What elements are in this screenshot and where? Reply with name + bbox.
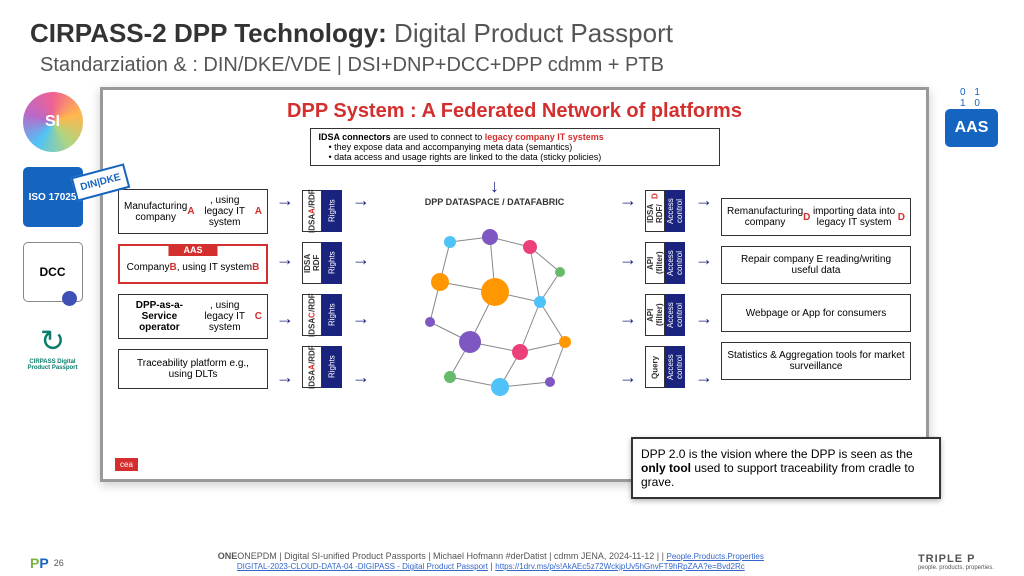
title-bold: CIRPASS-2 DPP Technology:	[30, 18, 387, 48]
connector: API (filter)Access control	[645, 294, 687, 336]
connector: API (filter)Access control	[645, 242, 687, 284]
right-box: Webpage or App for consumers	[721, 294, 911, 332]
connector: QueryAccess control	[645, 346, 687, 388]
cea-logo: cea	[115, 458, 138, 471]
main-title: CIRPASS-2 DPP Technology: Digital Produc…	[30, 18, 994, 49]
company-box: AASCompany B, using IT system B	[118, 244, 268, 284]
connector: IDSA RDFRights	[302, 242, 344, 284]
center-network: ↓ DPP DATASPACE / DATAFABRIC	[378, 176, 611, 402]
company-box: Manufacturing company A, using legacy IT…	[118, 189, 268, 234]
connector: IDSA A/RDFRights	[302, 190, 344, 232]
footer: PP 26 ONEONEPDM | Digital SI-unified Pro…	[0, 551, 1024, 571]
title-rest: Digital Product Passport	[387, 18, 673, 48]
subtitle: Standarziation & : DIN/DKE/VDE | DSI+DNP…	[40, 54, 994, 77]
aas-right-logo: 0 11 0 AAS	[939, 87, 1004, 482]
right-box: Statistics & Aggregation tools for marke…	[721, 342, 911, 380]
footer-link-digipass[interactable]: DIGITAL-2023-CLOUD-DATA-04 -DIGIPASS - D…	[237, 562, 488, 571]
main-diagram: DPP System : A Federated Network of plat…	[100, 87, 929, 482]
footer-link-ppp[interactable]: People.Products.Properties	[666, 552, 763, 561]
header: CIRPASS-2 DPP Technology: Digital Produc…	[0, 0, 1024, 82]
left-company-boxes: Manufacturing company A, using legacy IT…	[118, 176, 268, 402]
company-box: DPP-as-a-Service operator, using legacy …	[118, 294, 268, 339]
connector: IDSA RDF/DAccess control	[645, 190, 687, 232]
left-connectors: IDSA A/RDFRights IDSA RDFRights IDSA C/RDF…	[302, 176, 344, 402]
right-company-boxes: Remanufacturing company D importing data…	[721, 176, 911, 402]
company-box: Traceability platform e.g., using DLTs	[118, 349, 268, 389]
arrows-r2: →→→→	[695, 176, 713, 402]
connector: IDSA C/RDFRights	[302, 294, 344, 336]
idsa-info-box: IDSA connectors are used to connect to l…	[310, 128, 720, 166]
triple-p-logo: TRIPLE P people. products. properties.	[918, 553, 994, 571]
content-area: SI ISO 17025 DCC ↻ CIRPASS Digital Produ…	[0, 82, 1024, 482]
right-connectors: IDSA RDF/DAccess control API (filter)Acce…	[645, 176, 687, 402]
page-number: PP 26	[30, 555, 64, 571]
diagram-body: Manufacturing company A, using legacy IT…	[118, 176, 911, 402]
arrows-r1: →→→→	[619, 176, 637, 402]
left-icon-column: SI ISO 17025 DCC ↻ CIRPASS Digital Produ…	[15, 87, 90, 482]
diagram-title: DPP System : A Federated Network of plat…	[118, 100, 911, 123]
cirpass-icon: ↻ CIRPASS Digital Product Passport	[23, 317, 83, 377]
arrows-l2: →→→→	[352, 176, 370, 402]
network-title: DPP DATASPACE / DATAFABRIC	[425, 197, 565, 207]
dcc-icon: DCC	[23, 242, 83, 302]
right-box: Repair company E reading/writing useful …	[721, 246, 911, 284]
network-graph	[400, 212, 590, 402]
footer-link-url[interactable]: https://1drv.ms/p/s!AkAEc5z72WckjpUv5hGn…	[495, 562, 745, 571]
right-box: Remanufacturing company D importing data…	[721, 198, 911, 236]
connector: IDSA A/RDFRights	[302, 346, 344, 388]
si-icon: SI	[23, 92, 83, 152]
footer-center: ONEONEPDM | Digital SI-unified Product P…	[64, 551, 918, 571]
arrows-l1: →→→→	[276, 176, 294, 402]
vision-box: DPP 2.0 is the vision where the DPP is s…	[631, 437, 941, 499]
